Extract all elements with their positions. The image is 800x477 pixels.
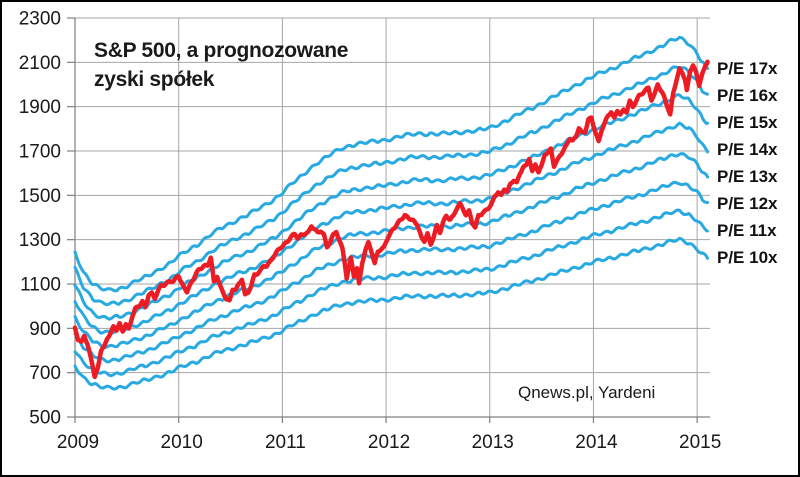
pe-band-label-14x: P/E 14x	[717, 139, 778, 159]
pe-band-label-17x: P/E 17x	[717, 58, 778, 78]
y-tick-label: 2100	[19, 53, 61, 74]
chart-title-line2: zyski spółek	[94, 68, 215, 91]
pe-band-line-16x	[73, 65, 709, 307]
y-tick-label: 500	[29, 408, 61, 429]
source-note: Qnews.pl, Yardeni	[518, 383, 656, 402]
x-tick-label: 2013	[472, 432, 514, 453]
pe-band-line-10x	[73, 236, 709, 391]
y-tick-label: 1100	[20, 275, 61, 296]
y-tick-label: 900	[29, 319, 61, 340]
y-tick-label: 1700	[19, 142, 61, 163]
y-tick-label: 700	[29, 363, 61, 384]
chart-title-line1: S&P 500, a prognozowane	[94, 39, 349, 62]
y-tick-label: 1900	[19, 97, 61, 118]
x-tick-label: 2012	[368, 432, 410, 453]
y-tick-label: 1300	[19, 230, 61, 251]
pe-band-line-14x	[73, 121, 709, 335]
pe-band-label-13x: P/E 13x	[717, 166, 778, 186]
pe-band-line-12x	[73, 180, 709, 364]
x-tick-label: 2009	[57, 432, 99, 453]
pe-band-line-17x	[73, 35, 709, 293]
pe-band-line-11x	[73, 208, 709, 378]
y-tick-label: 1500	[19, 186, 61, 207]
x-tick-label: 2011	[265, 432, 306, 453]
pe-band-label-11x: P/E 11x	[717, 220, 777, 240]
x-tick-label: 2010	[161, 432, 203, 453]
pe-band-label-10x: P/E 10x	[717, 247, 778, 267]
x-tick-label: 2014	[575, 432, 618, 453]
pe-band-label-12x: P/E 12x	[717, 193, 778, 213]
pe-band-label-15x: P/E 15x	[717, 112, 778, 132]
y-tick-label: 2300	[19, 9, 61, 30]
chart-title: S&P 500, a prognozowane zyski spółek	[94, 36, 348, 94]
pe-band-label-16x: P/E 16x	[717, 85, 778, 105]
x-tick-label: 2015	[679, 432, 721, 453]
sp500-line	[72, 59, 710, 380]
